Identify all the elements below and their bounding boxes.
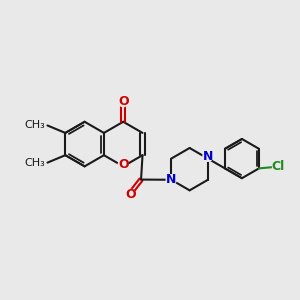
- Text: O: O: [118, 95, 128, 108]
- Text: O: O: [118, 158, 128, 171]
- Circle shape: [126, 189, 136, 200]
- Circle shape: [203, 151, 213, 161]
- Text: O: O: [125, 188, 136, 201]
- Text: CH₃: CH₃: [24, 121, 45, 130]
- Text: CH₃: CH₃: [24, 158, 45, 168]
- Circle shape: [118, 97, 128, 106]
- Text: N: N: [166, 173, 176, 186]
- Circle shape: [118, 160, 128, 170]
- Text: N: N: [203, 150, 213, 163]
- Circle shape: [166, 175, 176, 185]
- Circle shape: [273, 162, 283, 172]
- Text: Cl: Cl: [271, 160, 284, 173]
